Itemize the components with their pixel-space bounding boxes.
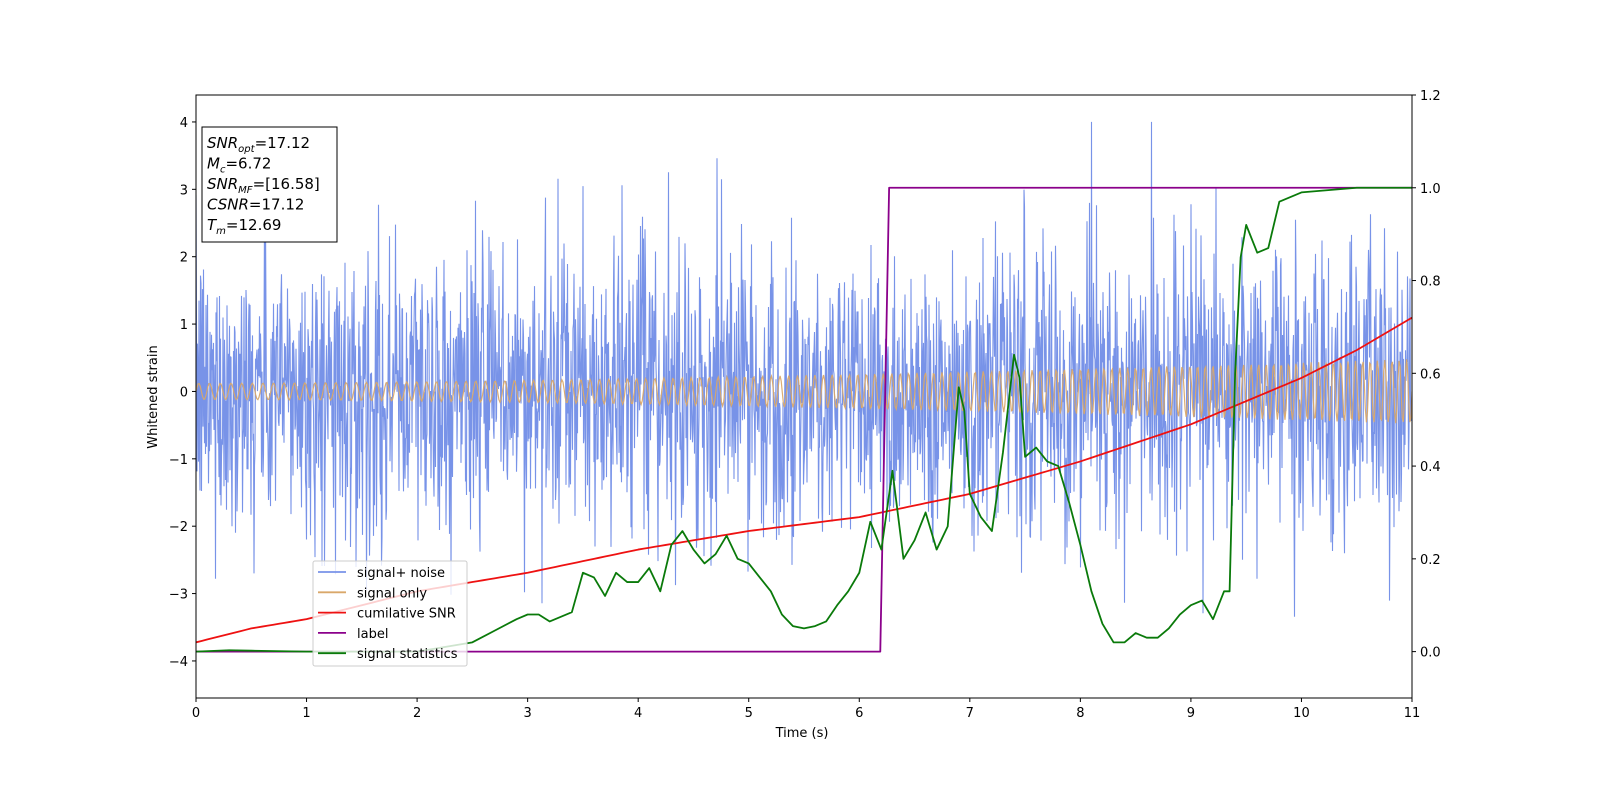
legend-label: signal only xyxy=(357,586,427,601)
x-tick-label: 5 xyxy=(745,706,753,721)
y-right-tick-label: 0.2 xyxy=(1420,553,1441,568)
annotation-box: SNRopt=17.12Mc=6.72SNRMF=[16.58]CSNR=17.… xyxy=(201,126,338,243)
x-tick-label: 9 xyxy=(1187,706,1195,721)
legend-item: signal statistics xyxy=(318,647,458,662)
axis-layer: 0 1 2 3 4 5 6 7 8 9 10 11 −4 −3 −2 −1 0 1 2 3 4 0.0 0.2 0.4 0.6 0… xyxy=(169,89,1441,721)
series-line-label xyxy=(196,186,1412,653)
y-right-tick-label: 0.4 xyxy=(1420,460,1441,475)
y-left-tick-label: −3 xyxy=(169,588,188,603)
annotation-frame xyxy=(201,126,338,243)
x-tick-label: 10 xyxy=(1293,706,1310,721)
annotation-line: Mc=6.72 xyxy=(207,155,271,176)
y-right-tick-label: 1.0 xyxy=(1420,182,1441,197)
series-line-signal-plus-noise xyxy=(196,121,1412,617)
x-tick-label: 2 xyxy=(413,706,421,721)
x-tick-label: 8 xyxy=(1076,706,1084,721)
x-tick-label: 4 xyxy=(634,706,642,721)
y-left-tick-label: 0 xyxy=(180,385,188,400)
legend-label: label xyxy=(357,627,388,642)
x-tick-label: 1 xyxy=(302,706,310,721)
legend-item: cumilative SNR xyxy=(318,607,456,622)
x-tick-label: 7 xyxy=(966,706,974,721)
y-right-tick-label: 0.8 xyxy=(1420,275,1441,290)
legend: signal+ noise signal only cumilative SNR la… xyxy=(312,560,468,667)
legend-item: signal only xyxy=(318,586,427,601)
y-right-tick-label: 0.6 xyxy=(1420,367,1441,382)
legend-item: label xyxy=(318,627,388,642)
y-right-tick-label: 0.0 xyxy=(1420,646,1441,661)
y-left-tick-label: 3 xyxy=(180,183,188,198)
legend-frame xyxy=(312,560,468,667)
series-line-signal-only xyxy=(196,359,1412,424)
x-tick-label: 6 xyxy=(855,706,863,721)
legend-label: cumilative SNR xyxy=(357,607,456,622)
y-left-tick-label: −4 xyxy=(169,655,188,670)
series-line-signal-statistics xyxy=(196,186,1412,653)
annotation-line: SNRopt=17.12 xyxy=(207,134,310,155)
x-axis-title: Time (s) xyxy=(775,726,829,741)
y-left-tick-label: −1 xyxy=(169,453,188,468)
y-left-tick-label: −2 xyxy=(169,520,188,535)
legend-label: signal statistics xyxy=(357,647,458,662)
x-tick-label: 3 xyxy=(523,706,531,721)
x-tick-label: 0 xyxy=(192,706,200,721)
annotation-line: SNRMF=[16.58] xyxy=(207,175,320,196)
y-left-tick-label: 1 xyxy=(180,318,188,333)
y-axis-title: Whitened strain xyxy=(146,345,161,448)
annotation-line: CSNR=17.12 xyxy=(207,196,304,214)
annotation-line: Tm=12.69 xyxy=(207,216,281,237)
y-right-tick-label: 1.2 xyxy=(1420,89,1441,104)
y-left-tick-label: 4 xyxy=(180,116,188,131)
legend-item: signal+ noise xyxy=(318,566,445,581)
x-tick-label: 11 xyxy=(1404,706,1421,721)
legend-label: signal+ noise xyxy=(357,566,445,581)
plot-frame xyxy=(195,94,1413,699)
y-left-tick-label: 2 xyxy=(180,251,188,266)
